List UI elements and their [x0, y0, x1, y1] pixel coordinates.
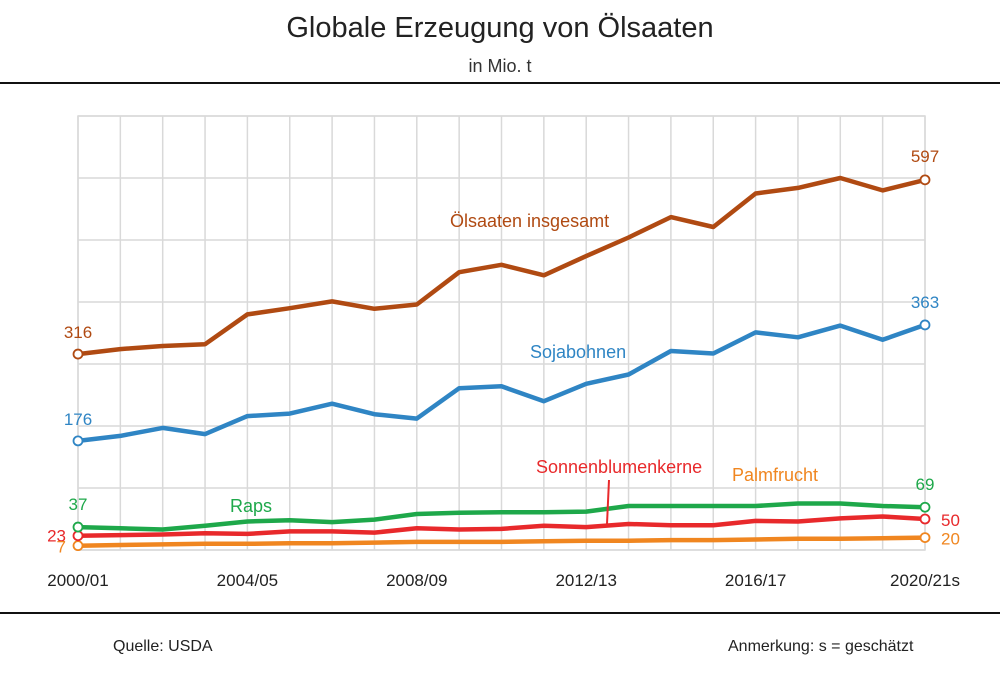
endpoint-marker [919, 174, 931, 186]
endpoint-marker [72, 435, 84, 447]
series-line [75, 501, 928, 532]
end-value-label: 69 [916, 475, 935, 494]
sonnenblumenkerne-leader-line [606, 479, 610, 525]
chart-title: Globale Erzeugung von Ölsaaten [286, 12, 714, 44]
series-label-oelsaaten: Ölsaaten insgesamt [450, 211, 609, 231]
chart-grid [77, 115, 926, 551]
series-label-raps: Raps [230, 496, 272, 516]
endpoint-marker [919, 319, 931, 331]
x-tick-label: 2008/09 [386, 571, 447, 590]
source-note: Quelle: USDA [113, 638, 213, 655]
start-value-label: 23 [47, 527, 66, 546]
endpoint-marker [919, 513, 931, 525]
chart-subtitle: in Mio. t [468, 56, 532, 76]
end-value-label: 50 [941, 511, 960, 530]
series-line [75, 322, 928, 444]
start-value-label: 316 [64, 323, 92, 342]
x-tick-label: 2020/21s [890, 571, 960, 590]
end-value-label: 363 [911, 293, 939, 312]
endpoint-marker [72, 348, 84, 360]
endpoint-marker [919, 501, 931, 513]
end-value-label: 597 [911, 147, 939, 166]
bottom-divider [0, 612, 1000, 614]
endpoint-marker [919, 532, 931, 543]
x-tick-label: 2012/13 [555, 571, 616, 590]
series-line [75, 514, 928, 538]
start-value-label: 176 [64, 410, 92, 429]
top-divider [0, 82, 1000, 84]
annotation-note: Anmerkung: s = geschätzt [728, 638, 914, 655]
endpoint-marker [72, 521, 84, 533]
start-value-label: 7 [57, 538, 66, 557]
start-value-label: 37 [69, 495, 88, 514]
series-label-sojabohnen: Sojabohnen [530, 342, 626, 362]
x-tick-label: 2004/05 [217, 571, 278, 590]
chart-series: 316 597 176 363 37 69 23 50 7 20 [47, 147, 960, 557]
series-label-palmfrucht: Palmfrucht [732, 465, 818, 485]
series-line [75, 535, 928, 548]
series-label-sonnenblumenkerne: Sonnenblumenkerne [536, 457, 702, 477]
x-tick-label: 2000/01 [47, 571, 108, 590]
x-axis-tick-labels: 2000/01 2004/05 2008/09 2012/13 2016/17 2020/… [47, 571, 960, 590]
series-line [75, 175, 928, 357]
x-tick-label: 2016/17 [725, 571, 786, 590]
endpoint-marker [72, 540, 84, 552]
end-value-label: 20 [941, 530, 960, 549]
endpoint-marker [72, 530, 84, 542]
